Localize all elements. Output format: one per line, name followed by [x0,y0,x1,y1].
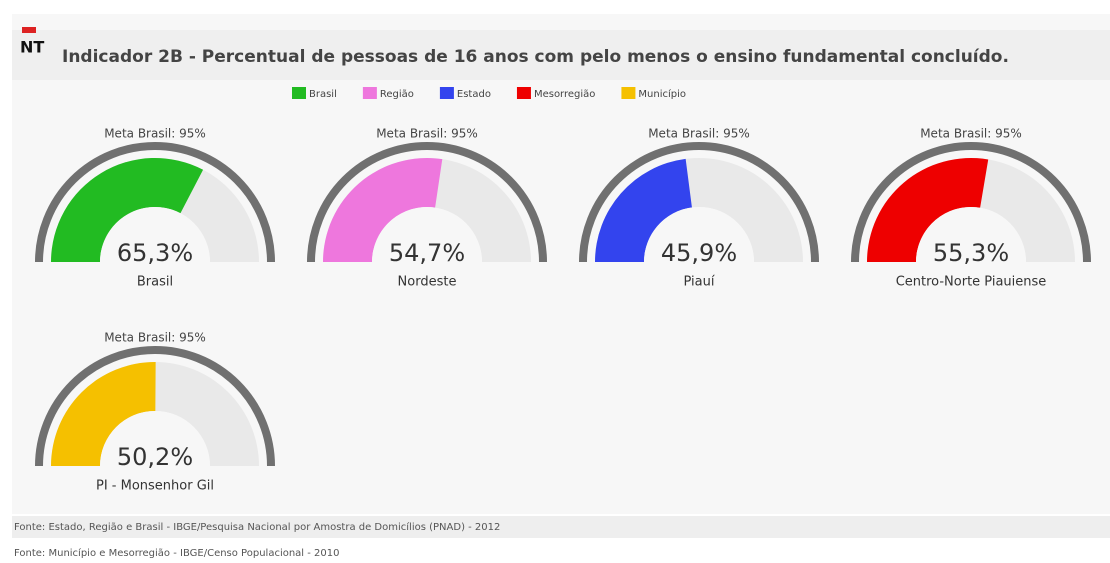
value-label: 55,3% [933,239,1009,267]
logo-mark [22,27,36,33]
gauge-rim [579,142,819,263]
gauge-hole [916,207,1026,262]
logo: NT [20,38,44,57]
gauge-fill [51,157,204,262]
legend-swatch [439,87,454,99]
value-label: 50,2% [117,443,193,471]
title-bar [12,30,1110,80]
gauge-fill [595,158,692,262]
note-bar [12,516,1110,538]
gauge-rim [307,142,547,263]
target-label: Meta Brasil: 95% [104,331,206,345]
target-label: Meta Brasil: 95% [104,127,206,141]
note: Fonte: Estado, Região e Brasil - IBGE/Pe… [14,521,500,533]
gauge-hole [372,207,482,262]
legend-swatch [362,87,377,99]
legend-swatch [516,87,531,99]
gauge-rim [851,142,1091,263]
value-label: 54,7% [389,239,465,267]
target-label: Meta Brasil: 95% [920,127,1022,141]
gauge-fill [867,157,989,262]
gauge-fill [323,157,443,262]
gauge-label: PI - Monsenhor Gil [96,479,214,494]
gauge-rim [35,142,275,263]
gauge-label: Centro-Norte Piauiense [896,275,1047,290]
value-label: 65,3% [117,239,193,267]
legend-label: Região [380,89,414,100]
legend-label: Estado [457,89,491,100]
note: Fonte: Município e Mesorregião - IBGE/Ce… [14,547,340,559]
gauge-label: Nordeste [398,275,457,290]
gauge-hole [644,207,754,262]
gauge-label: Piauí [684,275,715,290]
legend-swatch [621,87,636,99]
gauge-hole [100,411,210,466]
chart-title: Indicador 2B - Percentual de pessoas de … [62,47,1009,67]
legend-label: Brasil [309,89,337,100]
gauge-fill [51,362,156,466]
target-label: Meta Brasil: 95% [376,127,478,141]
value-label: 45,9% [661,239,737,267]
legend-label: Mesorregião [534,89,595,100]
gauge-hole [100,207,210,262]
target-label: Meta Brasil: 95% [648,127,750,141]
legend-swatch [292,87,306,99]
gauge-label: Brasil [137,275,173,290]
gauge-rim [35,346,275,467]
legend-label: Município [638,88,686,100]
